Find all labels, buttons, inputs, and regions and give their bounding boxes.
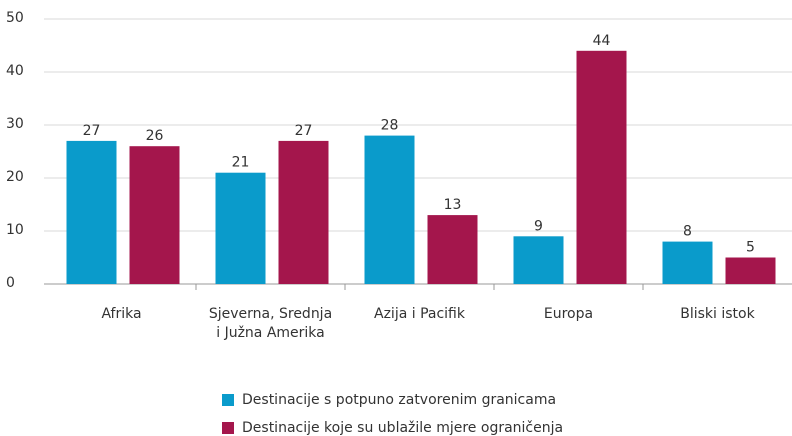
x-tick-label: Bliski istok bbox=[680, 306, 755, 322]
bar bbox=[364, 135, 415, 284]
x-tick-label: Europa bbox=[543, 306, 594, 322]
legend-swatch bbox=[222, 422, 234, 434]
y-tick-label: 30 bbox=[6, 116, 24, 132]
y-tick-label: 0 bbox=[6, 275, 15, 291]
value-label: 9 bbox=[534, 218, 543, 234]
x-tick-label: Afrika bbox=[101, 306, 142, 322]
bar bbox=[427, 215, 478, 284]
legend-label: Destinacije koje su ublažile mjere ogran… bbox=[242, 420, 563, 436]
bar bbox=[66, 140, 117, 284]
y-tick-label: 10 bbox=[6, 222, 24, 238]
value-label: 28 bbox=[381, 118, 399, 134]
value-label: 5 bbox=[746, 240, 755, 256]
x-tick-label: Azija i Pacifik bbox=[374, 306, 465, 322]
legend-swatch bbox=[222, 394, 234, 406]
x-tick-label: Sjeverna, Srednja i Južna Amerika bbox=[208, 306, 333, 341]
value-label: 26 bbox=[146, 128, 164, 144]
bar bbox=[129, 146, 180, 284]
bar bbox=[576, 50, 627, 284]
legend-label: Destinacije s potpuno zatvorenim granica… bbox=[242, 392, 556, 408]
value-label: 13 bbox=[444, 197, 462, 213]
bar bbox=[278, 140, 329, 284]
value-label: 27 bbox=[295, 123, 313, 139]
bar bbox=[725, 257, 776, 284]
value-label: 44 bbox=[593, 33, 611, 49]
value-label: 8 bbox=[683, 224, 692, 240]
y-tick-label: 40 bbox=[6, 63, 24, 79]
y-tick-label: 50 bbox=[6, 10, 24, 26]
y-tick-label: 20 bbox=[6, 169, 24, 185]
bar bbox=[513, 236, 564, 284]
bar bbox=[215, 172, 266, 284]
bar bbox=[662, 241, 713, 284]
value-label: 27 bbox=[83, 123, 101, 139]
value-label: 21 bbox=[232, 155, 250, 171]
